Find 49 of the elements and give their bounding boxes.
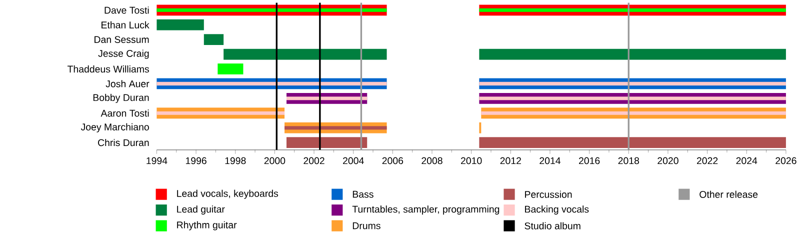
y-tick-label: Jesse Craig xyxy=(98,50,149,59)
bar xyxy=(156,19,204,30)
x-tick-label: 1998 xyxy=(225,157,246,164)
y-tick-label: Ethan Luck xyxy=(102,21,150,28)
legend-label: Backing vocals xyxy=(525,205,589,214)
bar xyxy=(286,96,368,100)
legend-label: Percussion xyxy=(525,190,572,198)
x-tick-label: 2020 xyxy=(658,157,678,164)
x-tick-label: 2022 xyxy=(696,157,718,164)
x-tick-label: 1994 xyxy=(146,157,168,164)
y-tick-label: Thaddeus Williams xyxy=(68,65,149,72)
legend-label: Turntables, sampler, programming xyxy=(352,205,500,214)
y-tick-label: Chris Duran xyxy=(98,138,149,146)
y-tick-label: Bobby Duran xyxy=(93,94,149,103)
bar xyxy=(156,82,387,86)
x-tick-label: 2026 xyxy=(776,157,796,164)
x-tick-label: 2000 xyxy=(264,157,286,164)
legend-label: Bass xyxy=(352,190,374,198)
bar xyxy=(156,111,285,115)
x-tick-label: 2012 xyxy=(500,157,521,164)
y-tick-label: Aaron Tosti xyxy=(100,109,149,116)
y-tick-label: Josh Auer xyxy=(106,80,150,88)
legend-label: Lead guitar xyxy=(177,205,225,214)
x-tick-label: 2024 xyxy=(736,157,758,164)
bar xyxy=(479,136,786,148)
bar xyxy=(204,34,224,45)
x-tick-label: 2004 xyxy=(343,157,364,164)
bar xyxy=(481,111,786,115)
bar xyxy=(479,82,786,86)
y-tick-label: Dave Tosti xyxy=(104,6,149,14)
bar xyxy=(224,48,387,60)
legend-label: Lead vocals, keyboards xyxy=(177,190,278,199)
x-tick-label: 1996 xyxy=(186,157,206,164)
bar xyxy=(479,96,786,100)
bar xyxy=(479,48,786,60)
legend-label: Drums xyxy=(352,222,380,229)
x-tick-label: 2014 xyxy=(540,157,561,164)
x-tick-label: 2010 xyxy=(461,157,482,164)
x-tick-label: 2002 xyxy=(304,157,324,164)
x-tick-label: 2016 xyxy=(579,157,600,164)
bar xyxy=(479,8,786,12)
y-tick-label: Joey Marchiano xyxy=(80,123,149,132)
x-tick-label: 2018 xyxy=(618,157,640,164)
legend-label: Rhythm guitar xyxy=(177,221,237,230)
x-tick-label: 2008 xyxy=(422,157,442,164)
y-tick-label: Dan Sessum xyxy=(94,36,149,43)
x-tick-label: 2006 xyxy=(382,157,404,164)
legend-label: Other release xyxy=(700,190,758,198)
legend-label: Studio album xyxy=(524,222,580,230)
